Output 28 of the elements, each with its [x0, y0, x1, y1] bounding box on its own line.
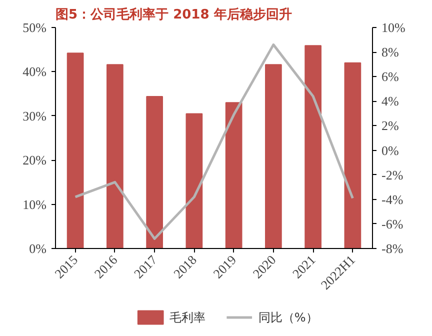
y-tick-label: 40%: [22, 64, 47, 80]
y-tick-label: 10%: [22, 196, 47, 212]
y2-tick-label: 8%: [382, 44, 399, 60]
y2-tick-label: 6%: [382, 69, 399, 84]
y2-tick-label: -6%: [382, 216, 404, 232]
bar: [344, 62, 362, 248]
bar: [225, 102, 242, 248]
y-tick-label: 30%: [22, 108, 47, 124]
legend-label: 同比（%）: [258, 310, 318, 324]
bar: [146, 96, 163, 248]
y2-tick-label: -2%: [382, 167, 404, 182]
bar: [304, 45, 322, 248]
y2-tick-label: 10%: [382, 20, 406, 35]
chart-title: 图5：公司毛利率于 2018 年后稳步回升: [56, 6, 292, 22]
y-tick-label: 50%: [22, 20, 47, 35]
legend-label: 毛利率: [170, 310, 206, 324]
y2-tick-label: 2%: [382, 118, 399, 134]
y-tick-label: 0%: [29, 241, 47, 256]
y2-tick-label: 4%: [382, 94, 399, 109]
bar: [106, 64, 124, 248]
line-series: [74, 43, 354, 240]
bar: [265, 64, 282, 248]
y2-tick-label: -4%: [382, 192, 404, 207]
y2-tick-label: 0%: [382, 142, 399, 158]
y-tick-label: 20%: [22, 152, 47, 168]
y2-tick-label: -8%: [382, 241, 404, 256]
bar: [66, 52, 84, 248]
bar: [186, 113, 203, 248]
